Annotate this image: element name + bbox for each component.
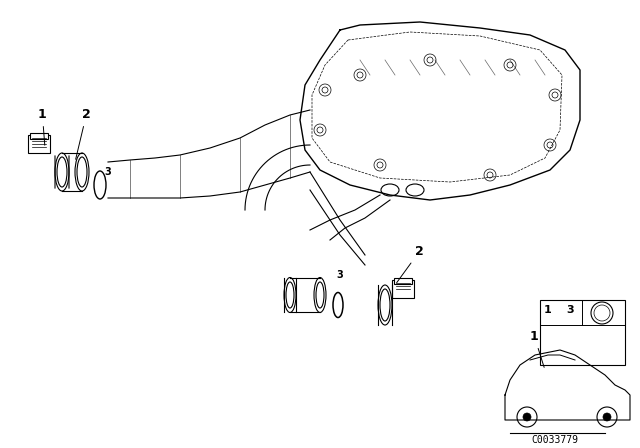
- Circle shape: [523, 413, 531, 421]
- Polygon shape: [505, 350, 630, 420]
- Ellipse shape: [378, 285, 392, 325]
- Ellipse shape: [314, 277, 326, 313]
- Ellipse shape: [381, 184, 399, 196]
- Text: 3: 3: [104, 167, 111, 177]
- Ellipse shape: [284, 277, 296, 313]
- Bar: [392, 280, 414, 298]
- Circle shape: [517, 407, 537, 427]
- Bar: [28, 135, 50, 153]
- Text: 1: 1: [544, 305, 552, 315]
- Circle shape: [603, 413, 611, 421]
- Text: 1: 1: [38, 108, 47, 145]
- Circle shape: [597, 407, 617, 427]
- Bar: [30, 133, 48, 139]
- Ellipse shape: [406, 184, 424, 196]
- Ellipse shape: [55, 153, 69, 191]
- Bar: [540, 300, 625, 365]
- Text: 2: 2: [397, 245, 424, 283]
- Text: 2: 2: [76, 108, 91, 159]
- Text: 3: 3: [337, 270, 344, 280]
- Text: C0033779: C0033779: [531, 435, 579, 445]
- Text: 1: 1: [530, 330, 544, 367]
- Ellipse shape: [75, 153, 89, 191]
- Bar: [394, 278, 412, 284]
- Text: 3: 3: [566, 305, 574, 315]
